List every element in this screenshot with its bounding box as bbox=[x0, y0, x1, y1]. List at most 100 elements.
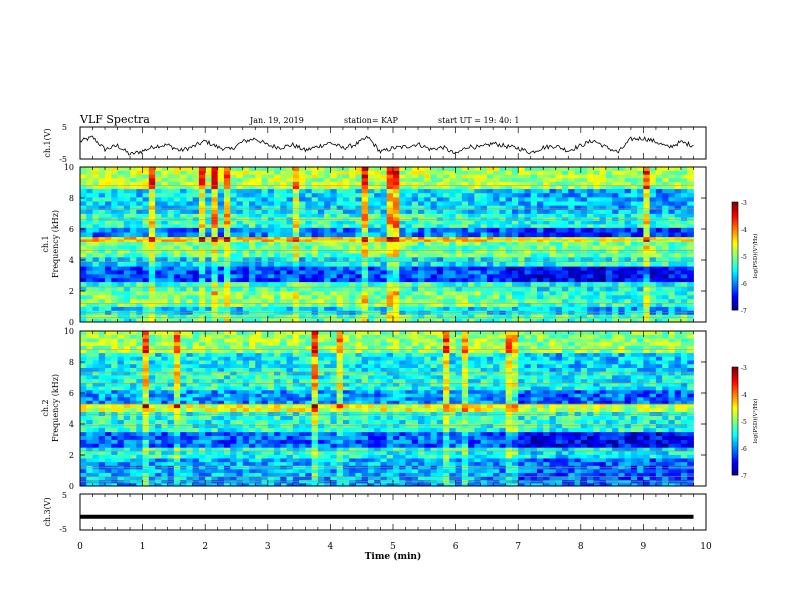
ch1-spectrogram-cell bbox=[499, 174, 507, 179]
ch1-spectrogram-cell bbox=[267, 209, 275, 214]
ch2-spectrogram-cell bbox=[117, 461, 125, 466]
ch1-spectrogram-cell bbox=[80, 261, 87, 267]
ch1-spectrogram-cell bbox=[486, 220, 494, 225]
ch2-spectrogram-cell bbox=[136, 375, 143, 380]
ch2-spectrogram-cell bbox=[142, 389, 150, 394]
ch1-spectrogram-cell bbox=[148, 220, 156, 225]
ch1-spectrogram-cell bbox=[117, 205, 125, 210]
ch2-spectrogram-cell bbox=[155, 393, 162, 398]
ch1-spectrogram-cell bbox=[474, 232, 482, 238]
ch2-spectrogram-cell bbox=[130, 439, 137, 444]
ch1-spectrogram-cell bbox=[543, 253, 550, 258]
ch1-spectrogram-cell bbox=[292, 213, 300, 218]
ch1-spectrogram-cell bbox=[480, 209, 488, 214]
ch2-spectrogram-cell bbox=[111, 375, 118, 380]
ch1-spectrogram-cell bbox=[211, 181, 219, 186]
ch2-spectrogram-cell bbox=[142, 423, 150, 429]
ch1-spectrogram-cell bbox=[155, 273, 162, 279]
ch1-spectrogram-cell bbox=[192, 298, 200, 304]
ch2-spectrogram-cell bbox=[111, 386, 118, 391]
ch1-spectrogram-cell bbox=[205, 253, 212, 258]
ch2-spectrogram-cell bbox=[186, 371, 194, 376]
ch1-spectrogram-cell bbox=[424, 192, 431, 198]
ch1-spectrogram-cell bbox=[330, 294, 338, 300]
ch1-spectrogram-cell bbox=[430, 302, 438, 307]
ch1-spectrogram-cell bbox=[92, 256, 100, 262]
ch1-spectrogram-cell bbox=[449, 232, 456, 238]
ch1-spectrogram-cell bbox=[587, 223, 594, 228]
ch1-spectrogram-cell bbox=[518, 174, 525, 179]
ch1-spectrogram-cell bbox=[186, 239, 194, 242]
ch1-spectrogram-cell bbox=[80, 318, 87, 323]
ch1-spectrogram-cell bbox=[543, 216, 550, 221]
ch1-spectrogram-cell bbox=[455, 253, 463, 258]
ch1-spectrogram-cell bbox=[317, 273, 325, 279]
ch1-spectrogram-cell bbox=[637, 232, 644, 238]
ch1-spectrogram-cell bbox=[436, 318, 444, 323]
ch2-spectrogram-cell bbox=[148, 382, 156, 387]
ch1-spectrogram-cell bbox=[486, 281, 494, 287]
ch2-spectrogram-cell bbox=[173, 443, 181, 448]
ch1-spectrogram-cell bbox=[605, 209, 613, 214]
ch1-spectrogram-cell bbox=[98, 227, 106, 233]
ch1-spectrogram-cell bbox=[299, 318, 306, 323]
ch1-spectrogram-cell bbox=[649, 291, 657, 296]
ch1-spectrogram-cell bbox=[524, 216, 532, 221]
ch2-spectrogram-cell bbox=[86, 443, 93, 448]
ch1-spectrogram-cell bbox=[649, 205, 657, 210]
ch1-spectrogram-cell bbox=[468, 232, 475, 238]
ch1-spectrogram-cell bbox=[249, 170, 256, 175]
ch1-spectrogram-cell bbox=[161, 223, 169, 228]
ch1-spectrogram-cell bbox=[530, 170, 538, 175]
ch1-spectrogram-cell bbox=[493, 256, 500, 262]
ch1-spectrogram-cell bbox=[349, 273, 356, 279]
ch1-spectrogram-cell bbox=[80, 270, 87, 275]
ch1-spectrogram-cell bbox=[493, 223, 500, 228]
ch1-spectrogram-cell bbox=[580, 306, 588, 311]
ch2-spectrogram-cell bbox=[155, 338, 162, 343]
ch1-spectrogram-cell bbox=[643, 192, 651, 198]
ch1-spectrogram-cell bbox=[411, 298, 419, 304]
ch1-spectrogram-cell bbox=[242, 239, 250, 242]
ch1-spectrogram-cell bbox=[599, 196, 607, 202]
ch1-spectrogram-cell bbox=[674, 177, 682, 182]
ch2-spectrogram-cell bbox=[161, 482, 169, 487]
ch1-spectrogram-cell bbox=[242, 266, 250, 271]
ch2-spectrogram-cell bbox=[142, 415, 150, 421]
ch1-spectrogram-cell bbox=[80, 236, 87, 240]
ch1-spectrogram-cell bbox=[630, 261, 638, 267]
ch1-spectrogram-cell bbox=[530, 181, 538, 186]
ch1-spectrogram-cell bbox=[630, 241, 638, 246]
ch1-spectrogram-cell bbox=[361, 270, 369, 275]
ch1-spectrogram-cell bbox=[511, 273, 519, 279]
ch1-spectrogram-cell bbox=[643, 177, 651, 182]
ch1-spectrogram-cell bbox=[580, 253, 588, 258]
ch1-spectrogram-cell bbox=[324, 223, 331, 228]
ch1-spectrogram-cell bbox=[130, 167, 137, 172]
ch2-spectrogram-cell bbox=[192, 419, 200, 425]
ch2-spectrogram-cell bbox=[136, 334, 143, 339]
ch1-spectrogram-cell bbox=[299, 192, 306, 198]
ch1-spectrogram-cell bbox=[543, 167, 550, 172]
ch1-spectrogram-cell bbox=[593, 177, 600, 182]
ch1-spectrogram-cell bbox=[80, 239, 87, 242]
ch1-spectrogram-cell bbox=[223, 196, 231, 202]
ch1-spectrogram-cell bbox=[587, 261, 594, 267]
ch1-spectrogram-cell bbox=[630, 216, 638, 221]
ch1-spectrogram-cell bbox=[261, 318, 269, 323]
ch1-spectrogram-cell bbox=[142, 261, 150, 267]
ch2-spectrogram-cell bbox=[86, 396, 93, 401]
ch1-spectrogram-cell bbox=[424, 216, 431, 221]
ch2-spectrogram-cell bbox=[123, 476, 131, 481]
ch1-spectrogram-cell bbox=[668, 281, 676, 287]
ch1-spectrogram-cell bbox=[274, 192, 281, 198]
ch1-spectrogram-cell bbox=[618, 209, 626, 214]
ch1-spectrogram-cell bbox=[86, 298, 93, 304]
ch2-spectrogram-cell bbox=[98, 443, 106, 448]
ch1-spectrogram-cell bbox=[92, 241, 100, 246]
ch1-spectrogram-cell bbox=[493, 249, 500, 254]
ch1-spectrogram-cell bbox=[86, 185, 93, 190]
ch1-spectrogram-cell bbox=[249, 270, 256, 275]
ch1-spectrogram-cell bbox=[198, 256, 206, 262]
ch1-spectrogram-cell bbox=[461, 253, 469, 258]
